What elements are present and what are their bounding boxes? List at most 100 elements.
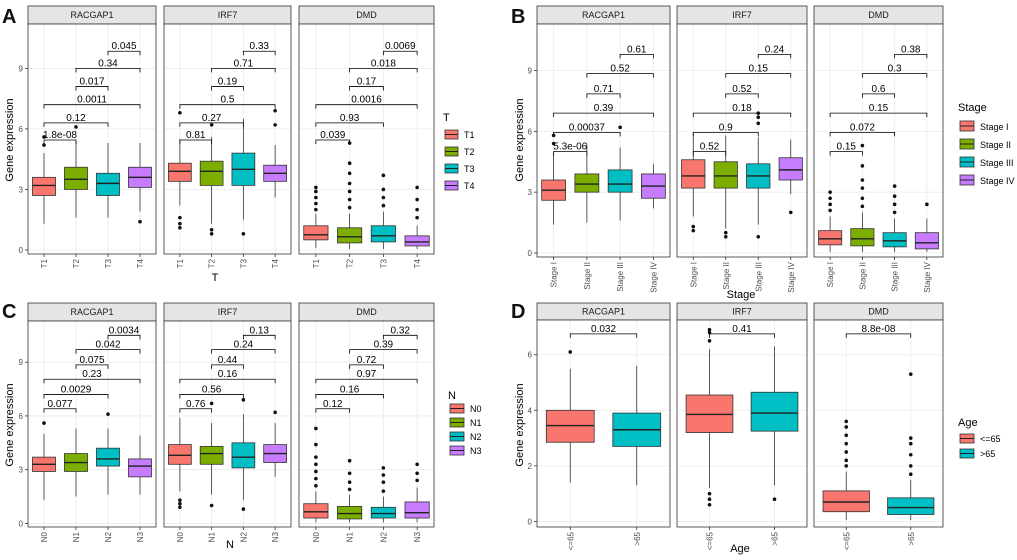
x-tick-label: N0 xyxy=(312,531,321,542)
pvalue-label: 0.52 xyxy=(732,84,752,95)
box-t4 xyxy=(263,108,287,198)
box-stage-i xyxy=(541,133,566,225)
box-iqr xyxy=(574,173,600,193)
x-tick-label: Stage II xyxy=(583,262,592,290)
y-axis-title: Gene expression xyxy=(4,98,16,181)
pvalue-label: 0.39 xyxy=(374,340,394,351)
box-n2 xyxy=(96,412,120,495)
pvalue-bracket xyxy=(829,151,863,156)
outlier-point xyxy=(415,215,419,220)
box-n0 xyxy=(168,417,192,510)
legend: Stage Stage I Stage II Stage III Stage IV xyxy=(958,102,1015,186)
x-tick-label: T1 xyxy=(176,258,185,268)
outlier-point xyxy=(828,208,832,213)
y-axis-title: Gene expression xyxy=(4,383,16,466)
pvalue-bracket xyxy=(553,112,654,118)
box-iqr xyxy=(96,172,120,196)
pvalue-label: 0.0016 xyxy=(351,95,382,106)
pvalue-bracket xyxy=(553,131,621,137)
outlier-point xyxy=(178,110,182,115)
outlier-point xyxy=(828,196,832,201)
outlier-point xyxy=(74,125,78,129)
box-iqr xyxy=(914,232,939,250)
pvalue-label: 0.072 xyxy=(850,122,875,133)
outlier-point xyxy=(772,497,777,502)
box-stage-ii xyxy=(574,143,600,223)
box--65 xyxy=(750,346,799,502)
legend-label: N3 xyxy=(470,446,482,456)
outlier-point xyxy=(381,187,386,192)
facet-strip-label: IRF7 xyxy=(732,10,752,20)
x-tick-label: >65 xyxy=(771,531,780,545)
legend-title: N xyxy=(448,390,456,402)
outlier-point xyxy=(381,480,386,485)
legend-label: T4 xyxy=(464,181,475,191)
x-tick-label: N0 xyxy=(40,531,49,542)
outlier-point xyxy=(892,194,897,199)
outlier-point xyxy=(314,201,318,206)
pvalue-bracket xyxy=(692,131,759,137)
x-tick-label: Stage III xyxy=(616,262,625,292)
outlier-point xyxy=(415,207,419,212)
box-iqr xyxy=(337,505,363,520)
pvalue-bracket xyxy=(75,86,109,91)
facet-panel-border xyxy=(536,23,671,258)
box-stage-iv xyxy=(778,139,803,215)
outlier-point xyxy=(723,234,728,239)
outlier-point xyxy=(314,442,318,447)
outlier-point xyxy=(347,161,352,166)
pvalue-bracket xyxy=(43,378,141,384)
outlier-point xyxy=(42,135,46,139)
box-iqr xyxy=(231,442,256,469)
box-n1 xyxy=(337,458,363,523)
pvalue-bracket xyxy=(179,139,213,145)
pvalue-bracket xyxy=(569,333,638,338)
x-tick-label: T3 xyxy=(239,258,248,268)
pvalue-label: 0.017 xyxy=(79,77,104,88)
pvalue-label: 0.41 xyxy=(732,324,752,335)
x-tick-label: Stage II xyxy=(722,262,731,290)
x-tick-label: Stage I xyxy=(550,262,559,287)
pvalue-label: 0.93 xyxy=(340,113,360,124)
outlier-point xyxy=(707,327,712,332)
facet-strip-label: IRF7 xyxy=(218,10,238,20)
facet-irf7: IRF7 0.81 0.27 0.5 0.19 0.71 0.33 T1 T2 T3 T4 xyxy=(163,5,292,268)
pvalue-label: 0.17 xyxy=(357,77,377,88)
facet-dmd: DMD 8.8e-08 <=65 >65 xyxy=(813,302,944,550)
x-axis-title: N xyxy=(226,539,234,551)
x-tick-label: N3 xyxy=(271,531,280,542)
x-tick-label: T2 xyxy=(72,258,81,268)
box-stage-ii xyxy=(713,135,738,239)
legend: N N0 N1 N2 N3 xyxy=(448,390,482,456)
outlier-point xyxy=(707,502,712,507)
outlier-point xyxy=(347,205,352,210)
box-iqr xyxy=(199,160,224,186)
outlier-point xyxy=(415,197,419,202)
x-axis-title: T xyxy=(212,272,219,284)
outlier-point xyxy=(415,462,419,467)
outlier-point xyxy=(691,228,696,233)
facet-strip-label: DMD xyxy=(868,10,889,20)
outlier-point xyxy=(415,185,419,190)
pvalue-bracket xyxy=(179,394,244,399)
box-iqr xyxy=(303,225,329,241)
pvalue-bracket xyxy=(315,408,351,413)
pvalue-bracket xyxy=(179,122,244,127)
facet-strip-label: RACGAP1 xyxy=(70,10,113,20)
box-t4 xyxy=(128,143,152,224)
pvalue-bracket xyxy=(692,151,727,156)
facet-panel-bg xyxy=(28,321,156,527)
facet-strip-label: DMD xyxy=(356,10,377,20)
box-iqr xyxy=(778,157,803,181)
outlier-point xyxy=(347,189,352,194)
pvalue-label: 0.077 xyxy=(47,399,72,410)
outlier-point xyxy=(178,505,182,510)
box-iqr xyxy=(32,176,56,196)
outlier-point xyxy=(707,339,712,343)
pvalue-label: 0.042 xyxy=(95,340,120,351)
box-stage-iii xyxy=(882,184,907,252)
box--65 xyxy=(612,365,662,486)
outlier-point xyxy=(314,484,318,488)
x-tick-label: Stage IV xyxy=(649,261,658,292)
outlier-point xyxy=(314,185,318,190)
